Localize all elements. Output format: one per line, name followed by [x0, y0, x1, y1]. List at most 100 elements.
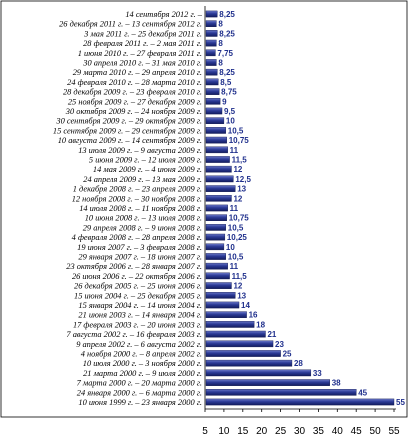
- bar: [205, 88, 220, 95]
- bar: [205, 185, 236, 192]
- data-label: 10: [226, 243, 235, 252]
- data-label: 9,5: [224, 107, 236, 116]
- bar: [205, 136, 227, 144]
- bar: [205, 272, 230, 280]
- x-tick-label: 40: [332, 426, 344, 437]
- category-label: 1 июня 2010 г. – 27 февраля 2011 г.: [78, 49, 202, 58]
- bar: [205, 107, 223, 115]
- x-tick-label: 35: [313, 426, 325, 437]
- category-label: 1 декабря 2008 г. – 23 апреля 2009 г.: [73, 185, 202, 194]
- bar: [205, 301, 240, 309]
- data-label: 10,75: [229, 136, 250, 145]
- bar: [205, 292, 236, 299]
- category-label: 26 июня 2006 г. – 22 октября 2006 г.: [72, 272, 202, 281]
- data-label: 11: [230, 146, 239, 155]
- category-label: 24 апреля 2009 г. – 13 мая 2009 г.: [83, 175, 202, 184]
- category-label: 14 сентября 2012 г. –: [125, 10, 202, 19]
- x-axis: [204, 6, 396, 412]
- bar: [205, 224, 226, 231]
- category-label: 24 января 2000 г. – 6 марта 2000 г.: [77, 388, 202, 397]
- category-label: 29 марта 2010 г. – 29 апреля 2010 г.: [73, 68, 202, 77]
- data-label: 10,25: [227, 233, 248, 242]
- x-tick-label: 10: [218, 426, 230, 437]
- data-label: 8: [218, 20, 223, 29]
- data-label: 23: [275, 340, 284, 349]
- bar: [205, 146, 228, 154]
- data-label: 10,5: [228, 223, 244, 232]
- bar: [205, 369, 312, 377]
- category-label: 19 июня 2007 г. – 3 февраля 2008 г.: [77, 243, 202, 252]
- category-label: 12 ноября 2008 г. – 30 ноября 2008 г.: [72, 194, 202, 203]
- bar: [205, 398, 395, 406]
- data-label: 7,75: [217, 49, 233, 58]
- bar: [205, 350, 281, 357]
- category-label: 23 октября 2006 г. – 28 января 2007 г.: [66, 262, 202, 271]
- bar: [205, 321, 255, 328]
- data-label: 33: [313, 369, 322, 378]
- data-label: 13: [237, 291, 246, 300]
- bar: [205, 78, 219, 86]
- bar: [205, 379, 330, 386]
- category-label: 10 июня 2008 г. – 13 июля 2008 г.: [85, 214, 202, 223]
- bar: [205, 359, 293, 367]
- category-label: 7 марта 2000 г. – 20 марта 2000 г.: [77, 379, 202, 388]
- category-label: 25 ноября 2009 г. – 27 декабря 2009 г.: [68, 97, 202, 106]
- category-label: 14 июля 2008 г. – 11 ноября 2008 г.: [79, 204, 202, 213]
- category-label: 26 декабря 2005 г. – 25 июня 2006 г.: [74, 282, 202, 291]
- data-label: 13: [237, 185, 246, 194]
- bar: [205, 20, 217, 28]
- data-label: 11,5: [232, 272, 248, 281]
- category-label: 10 августа 2009 г. – 14 сентября 2009 г.: [58, 136, 202, 145]
- data-label: 12: [233, 194, 242, 203]
- value-labels: 8,2588,2587,7588,258,58,7599,51010,510,7…: [217, 10, 405, 407]
- bar: [205, 39, 217, 47]
- data-label: 10: [226, 117, 235, 126]
- category-label: 5 июня 2009 г. – 12 июля 2009 г.: [89, 156, 202, 165]
- category-label: 7 августа 2002 г. – 16 февраля 2003 г.: [66, 330, 202, 339]
- bar: [205, 127, 226, 134]
- data-label: 9: [222, 97, 227, 106]
- data-label: 11,5: [232, 156, 248, 165]
- x-tick-label: 45: [351, 426, 363, 437]
- category-label: 9 апреля 2002 г. – 6 августа 2002 г.: [76, 340, 202, 349]
- data-label: 8,5: [220, 78, 232, 87]
- data-label: 38: [332, 379, 341, 388]
- x-tick-label: 50: [370, 426, 382, 437]
- category-label: 28 декабря 2009 г. – 23 февраля 2010 г.: [63, 88, 202, 97]
- bar: [205, 389, 357, 396]
- data-label: 10,5: [228, 253, 244, 262]
- bars: [205, 10, 395, 406]
- x-tick-label: 25: [275, 426, 287, 437]
- bar: [205, 282, 232, 289]
- x-tick-label: 15: [237, 426, 249, 437]
- bar: [205, 59, 217, 66]
- category-label: 26 декабря 2011 г. – 13 сентября 2012 г.: [59, 20, 202, 29]
- bar: [205, 30, 218, 37]
- bar: [205, 330, 266, 338]
- category-label: 30 апреля 2010 г. – 31 мая 2010 г.: [82, 59, 202, 68]
- category-label: 10 июля 2000 г. – 3 ноября 2000 г.: [83, 359, 202, 368]
- category-label: 4 февраля 2008 г. – 28 апреля 2008 г.: [72, 233, 202, 242]
- category-label: 17 февраля 2003 г. – 20 июня 2003 г.: [73, 320, 202, 329]
- plot-border: [0, 0, 408, 418]
- category-label: 21 июня 2003 г. – 14 января 2004 г.: [78, 311, 202, 320]
- category-label: 21 марта 2000 г. – 9 июля 2000 г.: [83, 369, 202, 378]
- data-label: 12: [233, 282, 242, 291]
- category-label: 3 мая 2011 г. – 25 декабря 2011 г.: [83, 29, 202, 38]
- data-label: 10,75: [229, 214, 250, 223]
- category-label: 15 июня 2004 г. – 25 декабря 2005 г.: [74, 291, 202, 300]
- category-label: 29 января 2007 г. – 18 июня 2007 г.: [78, 253, 202, 262]
- category-label: 29 апреля 2008 г. – 9 июня 2008 г.: [83, 223, 202, 232]
- x-tick-label: 20: [256, 426, 268, 437]
- bar: [205, 262, 228, 270]
- data-label: 8: [218, 59, 223, 68]
- category-label: 15 января 2004 г. – 14 июня 2004 г.: [78, 301, 202, 310]
- bar: [205, 97, 221, 105]
- data-label: 18: [256, 320, 265, 329]
- category-label: 24 февраля 2010 г. – 28 марта 2010 г.: [67, 78, 202, 87]
- data-label: 21: [267, 330, 276, 339]
- data-label: 12: [233, 165, 242, 174]
- category-labels: 14 сентября 2012 г. –26 декабря 2011 г. …: [53, 10, 203, 407]
- category-label: 28 февраля 2011 г. – 2 мая 2011 г.: [83, 39, 202, 48]
